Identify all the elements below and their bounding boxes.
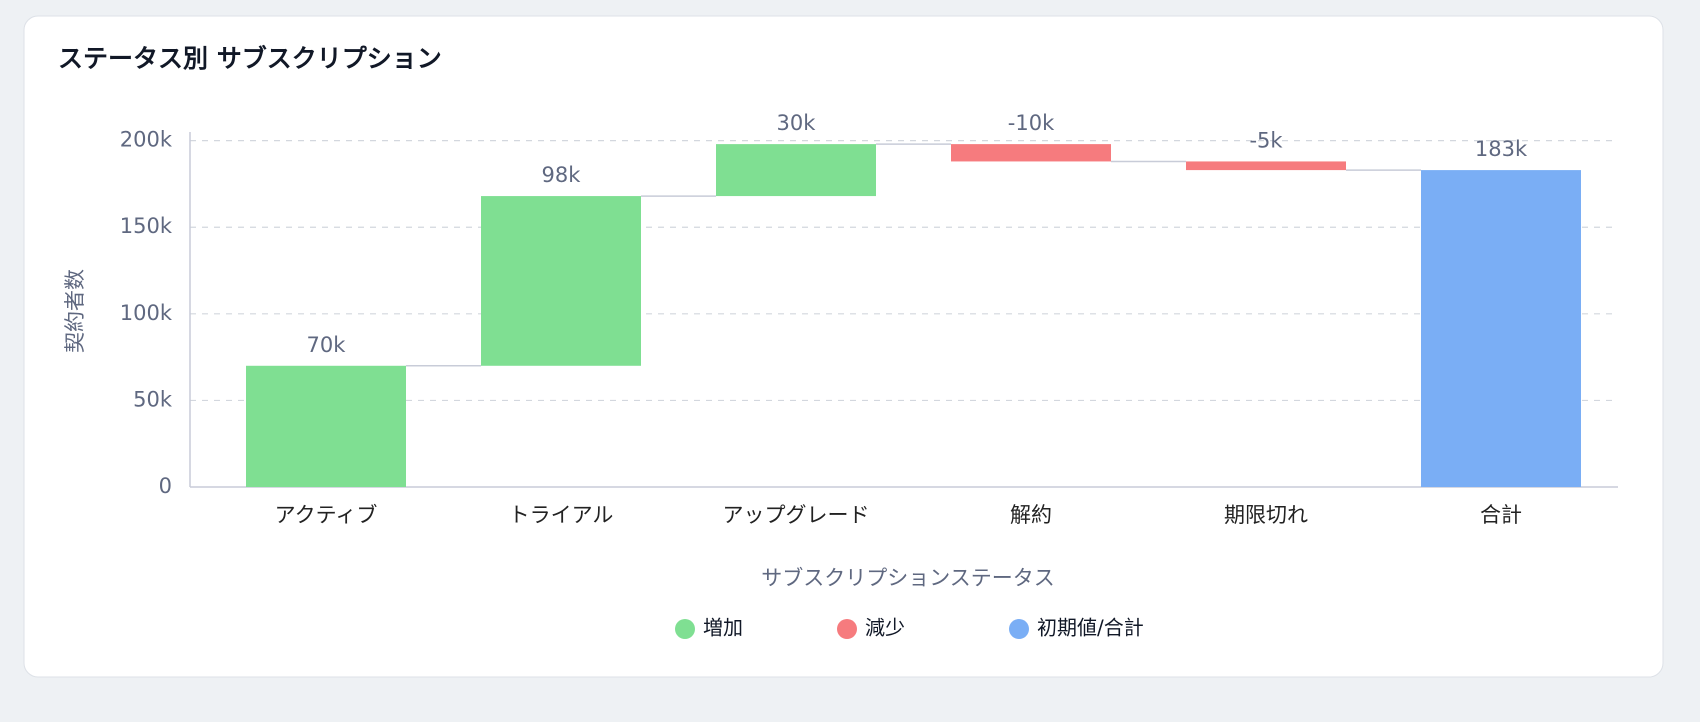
bar bbox=[716, 144, 876, 197]
bar bbox=[1186, 161, 1346, 171]
data-label: 183k bbox=[1475, 137, 1528, 161]
x-tick-label: 合計 bbox=[1480, 503, 1522, 527]
bar bbox=[1421, 170, 1581, 487]
legend-swatch bbox=[1009, 619, 1029, 639]
data-label: 70k bbox=[307, 333, 347, 357]
x-tick-label: 期限切れ bbox=[1224, 503, 1308, 527]
y-axis-title: 契約者数 bbox=[63, 269, 87, 353]
data-label: 98k bbox=[542, 163, 582, 187]
x-tick-label: トライアル bbox=[509, 503, 614, 527]
bar bbox=[481, 196, 641, 366]
legend-swatch bbox=[837, 619, 857, 639]
x-axis-title: サブスクリプションステータス bbox=[761, 566, 1055, 590]
y-tick-label: 100k bbox=[120, 301, 173, 325]
y-tick-label: 50k bbox=[133, 387, 173, 411]
y-tick-label: 200k bbox=[120, 128, 173, 152]
x-tick-label: アップグレード bbox=[723, 503, 870, 527]
x-tick-label: 解約 bbox=[1010, 503, 1052, 527]
legend-label: 増加 bbox=[703, 616, 743, 640]
x-tick-label: アクティブ bbox=[275, 503, 378, 527]
legend-swatch bbox=[675, 619, 695, 639]
data-label: -10k bbox=[1008, 111, 1055, 135]
y-tick-label: 150k bbox=[120, 214, 173, 238]
legend-label: 減少 bbox=[865, 616, 905, 640]
y-tick-label: 0 bbox=[159, 474, 172, 498]
legend-label: 初期値/合計 bbox=[1037, 616, 1144, 640]
data-label: 30k bbox=[777, 111, 817, 135]
card bbox=[23, 15, 1664, 678]
chart-title: ステータス別 サブスクリプション bbox=[58, 44, 442, 73]
data-label: -5k bbox=[1249, 128, 1283, 152]
bar bbox=[951, 144, 1111, 162]
bar bbox=[246, 365, 406, 487]
